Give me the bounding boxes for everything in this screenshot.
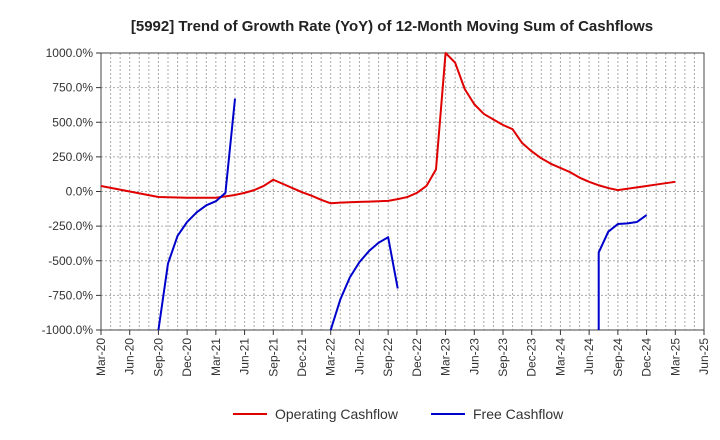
y-tick-label: 1000.0% (46, 46, 94, 60)
x-tick-label: Jun-20 (123, 338, 137, 375)
y-tick-label: 0.0% (66, 185, 94, 199)
x-tick-label: Dec-24 (640, 338, 654, 377)
x-tick-label: Sep-24 (611, 338, 625, 377)
y-tick-label: -500.0% (48, 254, 93, 268)
x-axis: Mar-20 Jun-20 Sep-20 Dec-20 Mar-21 Jun-21 Sep-… (94, 330, 711, 377)
x-tick-label: Sep-20 (151, 338, 165, 377)
y-tick-label: -250.0% (48, 219, 93, 233)
legend-free-cashflow-label: Free Cashflow (473, 406, 564, 422)
grid-lines (101, 53, 704, 330)
x-tick-label: Sep-21 (266, 338, 280, 377)
x-tick-label: Mar-22 (324, 338, 338, 376)
x-tick-label: Mar-23 (439, 338, 453, 376)
y-tick-label: 250.0% (52, 150, 93, 164)
plot-area-border (100, 52, 705, 331)
x-tick-label: Jun-23 (467, 338, 481, 375)
y-tick-label: 750.0% (52, 81, 93, 95)
free-cashflow-line (157, 98, 236, 331)
x-tick-label: Jun-25 (697, 338, 711, 375)
y-tick-label: -1000.0% (42, 323, 94, 337)
x-tick-label: Dec-20 (180, 338, 194, 377)
legend-operating-cashflow-label: Operating Cashflow (275, 406, 399, 422)
x-tick-label: Jun-22 (352, 338, 366, 375)
x-tick-label: Mar-25 (668, 338, 682, 376)
operating-cashflow-line (101, 52, 676, 205)
x-tick-label: Jun-21 (238, 338, 252, 375)
x-tick-label: Mar-24 (553, 338, 567, 376)
x-tick-label: Jun-24 (582, 338, 596, 375)
legend: Operating Cashflow Free Cashflow (233, 406, 564, 422)
y-tick-label: -750.0% (48, 288, 93, 302)
free-cashflow-line (597, 214, 648, 330)
chart-title: [5992] Trend of Growth Rate (YoY) of 12-… (131, 18, 653, 35)
x-tick-label: Dec-21 (295, 338, 309, 377)
free-cashflow-line (329, 236, 399, 331)
plot-border (100, 52, 705, 331)
x-tick-label: Mar-20 (94, 338, 108, 376)
y-tick-label: 500.0% (52, 115, 93, 129)
y-axis: 1000.0% 750.0% 500.0% 250.0% 0.0% -250.0% -500… (42, 46, 101, 337)
x-tick-label: Sep-22 (381, 338, 395, 377)
x-tick-label: Dec-23 (525, 338, 539, 377)
x-tick-label: Sep-23 (496, 338, 510, 377)
series-layer (101, 52, 676, 331)
x-tick-label: Dec-22 (410, 338, 424, 377)
x-tick-label: Mar-21 (209, 338, 223, 376)
